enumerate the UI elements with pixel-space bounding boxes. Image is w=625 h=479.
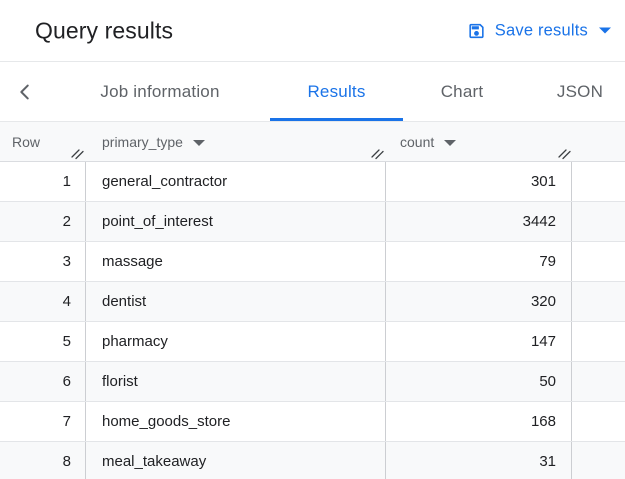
primary-type-cell: dentist	[86, 282, 386, 321]
filler-cell	[572, 282, 625, 321]
filler-cell	[572, 442, 625, 479]
row-number-cell: 8	[0, 442, 86, 479]
primary-type-cell: massage	[86, 242, 386, 281]
count-cell: 3442	[386, 202, 572, 241]
tab-results[interactable]: Results	[307, 81, 366, 101]
filler-cell	[572, 202, 625, 241]
save-results-label: Save results	[494, 21, 588, 39]
save-results-button[interactable]: Save results	[467, 21, 611, 40]
chevron-left-icon	[14, 81, 36, 103]
table-row: 3 massage 79	[0, 242, 625, 282]
row-number-cell: 1	[0, 162, 86, 201]
row-number-cell: 5	[0, 322, 86, 361]
count-cell: 168	[386, 402, 572, 441]
table-row: 1 general_contractor 301	[0, 162, 625, 202]
row-number-cell: 2	[0, 202, 86, 241]
table-header: Row primary_type count	[0, 122, 625, 162]
primary-type-cell: general_contractor	[86, 162, 386, 201]
count-cell: 31	[386, 442, 572, 479]
column-resize-handle-icon[interactable]	[370, 146, 384, 160]
sort-caret-icon[interactable]	[192, 139, 205, 146]
table-row: 4 dentist 320	[0, 282, 625, 322]
tab-chart[interactable]: Chart	[440, 81, 484, 101]
filler-cell	[572, 362, 625, 401]
table-row: 2 point_of_interest 3442	[0, 202, 625, 242]
save-icon	[467, 21, 486, 40]
row-number-cell: 7	[0, 402, 86, 441]
row-number-cell: 3	[0, 242, 86, 281]
primary-type-cell: meal_takeaway	[86, 442, 386, 479]
row-number-cell: 6	[0, 362, 86, 401]
column-header-primary-type[interactable]: primary_type	[102, 122, 205, 161]
filler-cell	[572, 322, 625, 361]
column-header-row-label: Row	[12, 133, 41, 150]
filler-cell	[572, 242, 625, 281]
page-title: Query results	[35, 17, 174, 43]
filler-cell	[572, 162, 625, 201]
tab-job-information[interactable]: Job information	[100, 81, 220, 101]
tab-json[interactable]: JSON	[556, 81, 604, 101]
title-bar: Query results Save results	[0, 0, 625, 62]
count-cell: 50	[386, 362, 572, 401]
active-tab-underline	[270, 118, 403, 121]
dropdown-caret-icon	[599, 27, 611, 34]
column-header-primary-type-label: primary_type	[102, 133, 183, 150]
table-row: 8 meal_takeaway 31	[0, 442, 625, 479]
column-header-count[interactable]: count	[400, 122, 457, 161]
sort-caret-icon[interactable]	[444, 139, 457, 146]
table-row: 5 pharmacy 147	[0, 322, 625, 362]
column-header-row[interactable]: Row	[12, 122, 40, 161]
back-button[interactable]	[10, 62, 40, 121]
column-resize-handle-icon[interactable]	[70, 146, 84, 160]
row-number-cell: 4	[0, 282, 86, 321]
tab-bar: Job information Results Chart JSON	[0, 62, 625, 122]
filler-cell	[572, 402, 625, 441]
primary-type-cell: pharmacy	[86, 322, 386, 361]
count-cell: 147	[386, 322, 572, 361]
primary-type-cell: florist	[86, 362, 386, 401]
count-cell: 301	[386, 162, 572, 201]
primary-type-cell: home_goods_store	[86, 402, 386, 441]
column-header-count-label: count	[400, 133, 435, 150]
column-resize-handle-icon[interactable]	[557, 146, 571, 160]
primary-type-cell: point_of_interest	[86, 202, 386, 241]
table-row: 6 florist 50	[0, 362, 625, 402]
table-row: 7 home_goods_store 168	[0, 402, 625, 442]
results-table: 1 general_contractor 301 2 point_of_inte…	[0, 162, 625, 479]
count-cell: 320	[386, 282, 572, 321]
count-cell: 79	[386, 242, 572, 281]
